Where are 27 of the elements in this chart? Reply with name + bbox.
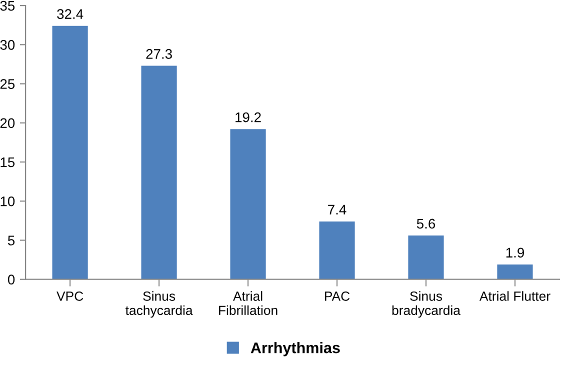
x-tick-label: Sinus bradycardia xyxy=(392,291,460,318)
bar xyxy=(497,264,533,280)
y-tick-label: 35 xyxy=(0,0,15,11)
y-tick-label: 0 xyxy=(8,274,15,285)
y-tick-label: 20 xyxy=(0,118,15,128)
x-tick-label: VPC xyxy=(56,292,84,301)
data-label: 19.2 xyxy=(236,112,261,122)
y-tick-label: 5 xyxy=(8,236,15,246)
y-tick-label: 30 xyxy=(0,40,15,50)
data-label: 7.4 xyxy=(328,204,346,214)
y-tick-label: 10 xyxy=(0,196,15,206)
y-tick-label: 15 xyxy=(0,157,15,168)
data-label: 5.6 xyxy=(416,218,436,229)
data-label: 27.3 xyxy=(146,49,172,59)
bar xyxy=(52,26,88,280)
x-tick-label: Atrial Flutter xyxy=(479,291,550,301)
bar xyxy=(408,236,444,280)
bar xyxy=(230,129,266,280)
bar xyxy=(319,221,355,280)
x-tick-label: Atrial Fibrillation xyxy=(219,291,278,316)
y-tick-label: 25 xyxy=(0,79,15,89)
data-label: 32.4 xyxy=(57,9,84,19)
x-tick-label: PAC xyxy=(325,292,350,301)
x-tick-label: Sinus tachycardia xyxy=(126,291,193,318)
legend-label: Arrhythmias xyxy=(250,342,340,356)
data-label: 1.9 xyxy=(506,248,524,258)
bar xyxy=(141,66,177,280)
